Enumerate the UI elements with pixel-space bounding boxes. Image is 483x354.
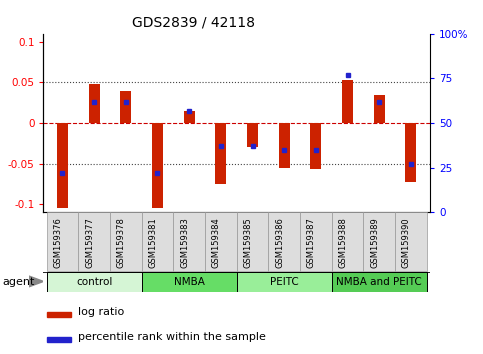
Text: GSM159387: GSM159387 [307,217,316,268]
Bar [332,212,363,271]
Text: GSM159377: GSM159377 [85,217,94,268]
Bar [395,212,426,271]
Bar [47,212,78,271]
Text: NMBA and PEITC: NMBA and PEITC [336,277,422,287]
Bar [332,272,426,292]
Text: control: control [76,277,113,287]
Bar [215,123,227,184]
Bar [110,212,142,271]
Text: NMBA: NMBA [174,277,205,287]
Bar [363,212,395,271]
Text: GSM159381: GSM159381 [148,217,157,268]
Text: agent: agent [2,277,35,287]
Bar [310,123,321,169]
Bar [269,212,300,271]
Bar [279,123,290,168]
Bar [120,91,131,123]
Bar [142,272,237,292]
Bar [300,212,332,271]
Bar [88,84,99,123]
Bar [152,123,163,209]
Text: GSM159385: GSM159385 [243,217,253,268]
Text: log ratio: log ratio [78,307,125,317]
Text: GSM159386: GSM159386 [275,217,284,268]
Bar [47,337,71,342]
Bar [405,123,416,182]
Bar [57,123,68,209]
Bar [247,123,258,147]
Bar [237,272,332,292]
Bar [205,212,237,271]
Text: GSM159388: GSM159388 [339,217,348,268]
Text: GSM159384: GSM159384 [212,217,221,268]
Text: GSM159390: GSM159390 [402,217,411,268]
Text: GSM159389: GSM159389 [370,217,379,268]
Text: GSM159378: GSM159378 [117,217,126,268]
Text: GSM159376: GSM159376 [54,217,62,268]
Bar [237,212,269,271]
Bar [78,212,110,271]
Bar [184,111,195,123]
Bar [47,272,142,292]
Bar [374,95,385,123]
Text: GSM159383: GSM159383 [180,217,189,268]
Bar [47,313,71,317]
Text: PEITC: PEITC [270,277,298,287]
Bar [173,212,205,271]
Bar [342,80,353,123]
Polygon shape [29,276,43,287]
Bar [142,212,173,271]
Text: percentile rank within the sample: percentile rank within the sample [78,332,266,342]
Text: GDS2839 / 42118: GDS2839 / 42118 [132,16,255,30]
